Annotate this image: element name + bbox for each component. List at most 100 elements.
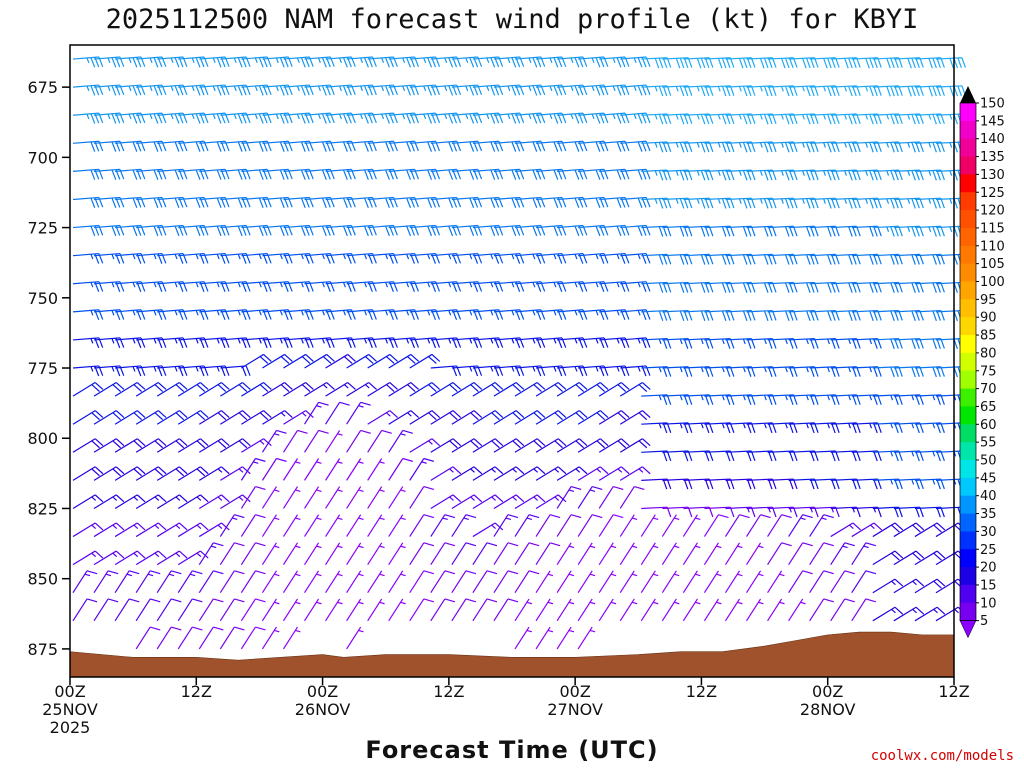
barb-staff (409, 337, 436, 341)
barb-flag (662, 450, 668, 462)
wind-barb (893, 57, 924, 69)
wind-barb (914, 522, 946, 538)
barb-flag (617, 468, 623, 473)
barb-flag (912, 524, 921, 533)
wind-barb (451, 598, 477, 622)
barb-flag (595, 225, 601, 237)
barb-flag (596, 440, 606, 449)
wind-barb (178, 252, 209, 264)
barb-staff (93, 570, 109, 594)
barb-flag (940, 57, 945, 68)
barb-staff (283, 353, 306, 369)
barb-flag (708, 226, 714, 237)
barb-staff (641, 338, 668, 341)
barb-flag (890, 395, 894, 401)
barb-flag (532, 141, 538, 152)
barb-flag (898, 85, 903, 96)
barb-flag (827, 338, 830, 345)
barb-staff (135, 438, 159, 453)
barb-staff (451, 84, 478, 88)
barb-flag (750, 338, 756, 349)
barb-flag (869, 254, 874, 265)
barb-flag (469, 310, 473, 316)
barb-staff (199, 168, 226, 172)
barb-flag (695, 545, 701, 549)
wind-barb (451, 570, 477, 594)
wind-barb (809, 85, 840, 97)
barb-flag (873, 479, 878, 490)
barb-flag (259, 412, 269, 421)
barb-staff (409, 438, 433, 453)
barb-flag (771, 506, 777, 518)
barb-flag (389, 382, 399, 390)
wind-barb (556, 410, 588, 425)
barb-staff (535, 337, 563, 341)
barb-flag (505, 517, 512, 521)
barb-staff (535, 514, 551, 537)
barb-flag (936, 198, 941, 209)
barb-flag (936, 254, 941, 265)
barb-flag (599, 382, 609, 390)
barb-staff (346, 542, 362, 565)
barb-flag (662, 85, 668, 97)
barb-staff (893, 522, 917, 538)
barb-flag (279, 169, 285, 180)
barb-flag (683, 57, 689, 68)
barb-staff (451, 252, 478, 257)
barb-staff (93, 252, 121, 257)
wind-barb (135, 550, 167, 566)
barb-staff (535, 112, 563, 116)
barb-staff (641, 197, 668, 201)
barb-staff (114, 466, 138, 481)
barb-flag (907, 170, 911, 176)
credit-link[interactable]: coolwx.com/models (871, 748, 1014, 764)
barb-flag (421, 461, 427, 464)
barb-flag (912, 608, 917, 614)
colorbar-label: 10 (980, 596, 997, 611)
barb-flag (213, 626, 224, 631)
barb-staff (830, 113, 857, 116)
barb-staff (809, 450, 836, 453)
wind-barb (661, 514, 680, 537)
barb-flag (300, 85, 306, 96)
barb-flag (642, 382, 651, 390)
barb-flag (687, 141, 693, 153)
barb-flag (792, 113, 798, 124)
barb-flag (827, 170, 832, 181)
barb-flag (595, 57, 601, 68)
barb-flag (321, 169, 327, 180)
barb-staff (746, 309, 773, 313)
wind-barb (177, 570, 203, 594)
wind-barb (830, 197, 861, 209)
barb-flag (406, 169, 412, 180)
barb-flag (444, 542, 456, 547)
barb-flag (427, 57, 433, 68)
barb-flag (300, 282, 304, 288)
barb-flag (894, 113, 899, 125)
barb-flag (915, 170, 920, 181)
barb-flag (385, 141, 390, 152)
barb-staff (177, 570, 193, 594)
barb-flag (216, 141, 222, 152)
barb-flag (238, 440, 248, 449)
wind-barb (662, 85, 693, 97)
barb-staff (220, 382, 243, 397)
wind-barb (914, 309, 945, 321)
barb-staff (872, 338, 899, 341)
barb-flag (599, 438, 609, 447)
barb-staff (135, 550, 159, 566)
wind-barb (851, 394, 882, 406)
colorbar-swatch (960, 156, 976, 175)
wind-barb (261, 626, 280, 650)
barb-flag (279, 85, 285, 96)
wind-barb (177, 410, 209, 425)
barb-flag (132, 338, 136, 344)
barb-flag (738, 86, 742, 92)
wind-barb (746, 281, 777, 293)
barb-staff (598, 382, 622, 397)
barb-flag (890, 226, 895, 237)
barb-flag (936, 578, 946, 587)
wind-barb (198, 570, 224, 594)
